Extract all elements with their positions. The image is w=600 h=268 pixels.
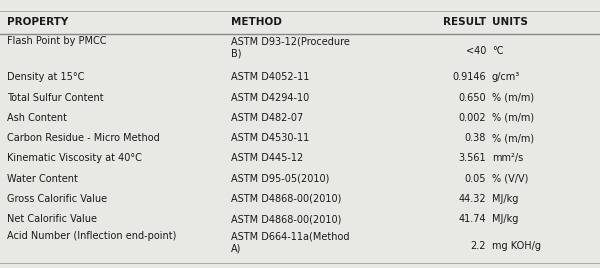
Text: % (V/V): % (V/V) [492, 174, 529, 184]
Text: Ash Content: Ash Content [7, 113, 67, 123]
Text: 0.05: 0.05 [464, 174, 486, 184]
Text: MJ/kg: MJ/kg [492, 214, 518, 224]
Text: ASTM D4530-11: ASTM D4530-11 [231, 133, 309, 143]
Text: ASTM D93-12(Procedure
B): ASTM D93-12(Procedure B) [231, 36, 350, 58]
Text: Water Content: Water Content [7, 174, 78, 184]
Text: % (m/m): % (m/m) [492, 93, 534, 103]
Text: 0.650: 0.650 [458, 93, 486, 103]
Text: RESULT: RESULT [443, 17, 486, 27]
Text: °C: °C [492, 46, 503, 56]
Text: ASTM D664-11a(Method
A): ASTM D664-11a(Method A) [231, 231, 349, 254]
Text: mm²/s: mm²/s [492, 154, 523, 163]
Text: PROPERTY: PROPERTY [7, 17, 68, 27]
Text: g/cm³: g/cm³ [492, 72, 520, 83]
Text: ASTM D445-12: ASTM D445-12 [231, 154, 303, 163]
Text: ASTM D4868-00(2010): ASTM D4868-00(2010) [231, 214, 341, 224]
Text: METHOD: METHOD [231, 17, 282, 27]
Text: UNITS: UNITS [492, 17, 528, 27]
Text: Flash Point by PMCC: Flash Point by PMCC [7, 36, 107, 46]
Text: <40: <40 [466, 46, 486, 56]
Text: Acid Number (Inflection end-point): Acid Number (Inflection end-point) [7, 231, 176, 241]
Text: Total Sulfur Content: Total Sulfur Content [7, 93, 104, 103]
Text: 0.002: 0.002 [458, 113, 486, 123]
Text: 2.2: 2.2 [470, 241, 486, 251]
Text: ASTM D482-07: ASTM D482-07 [231, 113, 303, 123]
Text: Gross Calorific Value: Gross Calorific Value [7, 194, 107, 204]
Text: Density at 15°C: Density at 15°C [7, 72, 85, 83]
Text: Carbon Residue - Micro Method: Carbon Residue - Micro Method [7, 133, 160, 143]
Text: 0.9146: 0.9146 [452, 72, 486, 83]
Text: ASTM D95-05(2010): ASTM D95-05(2010) [231, 174, 329, 184]
Text: MJ/kg: MJ/kg [492, 194, 518, 204]
Text: mg KOH/g: mg KOH/g [492, 241, 541, 251]
Text: Kinematic Viscosity at 40°C: Kinematic Viscosity at 40°C [7, 154, 142, 163]
Text: 0.38: 0.38 [464, 133, 486, 143]
Text: Net Calorific Value: Net Calorific Value [7, 214, 97, 224]
Text: % (m/m): % (m/m) [492, 113, 534, 123]
Text: 3.561: 3.561 [458, 154, 486, 163]
Text: 41.74: 41.74 [458, 214, 486, 224]
Text: ASTM D4052-11: ASTM D4052-11 [231, 72, 310, 83]
Text: ASTM D4294-10: ASTM D4294-10 [231, 93, 309, 103]
Text: ASTM D4868-00(2010): ASTM D4868-00(2010) [231, 194, 341, 204]
Text: 44.32: 44.32 [458, 194, 486, 204]
Text: % (m/m): % (m/m) [492, 133, 534, 143]
